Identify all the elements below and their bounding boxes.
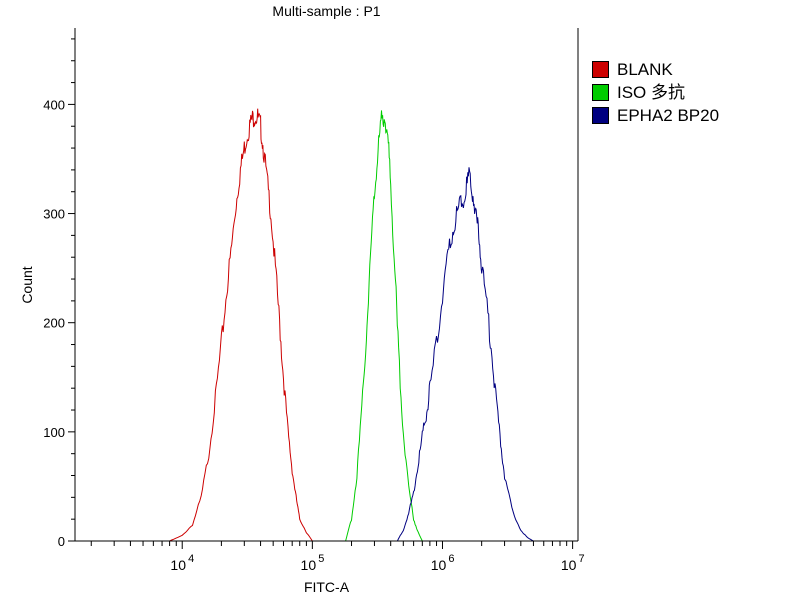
series-line-0 xyxy=(169,108,313,542)
legend-swatch-blank xyxy=(592,61,609,78)
series-line-1 xyxy=(345,110,423,542)
chart-title: Multi-sample : P1 xyxy=(272,3,381,19)
y-tick-label: 0 xyxy=(58,534,65,549)
x-tick-label: 10 xyxy=(561,557,577,573)
y-tick-label: 300 xyxy=(43,207,65,222)
legend-label-epha2: EPHA2 BP20 xyxy=(617,105,720,125)
y-tick-label: 400 xyxy=(43,97,65,112)
x-tick-label: 10 xyxy=(431,557,447,573)
legend-item-iso: ISO 多抗 xyxy=(592,81,719,104)
legend-label-iso: ISO 多抗 xyxy=(617,82,686,102)
x-axis-label: FITC-A xyxy=(303,579,350,595)
y-tick-label: 200 xyxy=(43,316,65,331)
legend: BLANK ISO 多抗 EPHA2 BP20 xyxy=(592,58,719,127)
x-tick-exponent: 4 xyxy=(188,553,194,565)
legend-label-blank: BLANK xyxy=(617,59,673,79)
legend-swatch-epha2 xyxy=(592,107,609,124)
x-tick-exponent: 6 xyxy=(448,553,454,565)
x-tick-exponent: 5 xyxy=(318,553,324,565)
histogram-curves xyxy=(169,108,534,542)
x-tick-label: 10 xyxy=(170,557,186,573)
x-tick-label: 10 xyxy=(301,557,317,573)
x-tick-exponent: 7 xyxy=(579,553,585,565)
legend-swatch-iso xyxy=(592,84,609,101)
series-line-2 xyxy=(396,167,534,542)
y-tick-label: 100 xyxy=(43,425,65,440)
legend-item-blank: BLANK xyxy=(592,58,719,81)
y-axis-label: Count xyxy=(19,266,35,304)
legend-item-epha2: EPHA2 BP20 xyxy=(592,104,719,127)
